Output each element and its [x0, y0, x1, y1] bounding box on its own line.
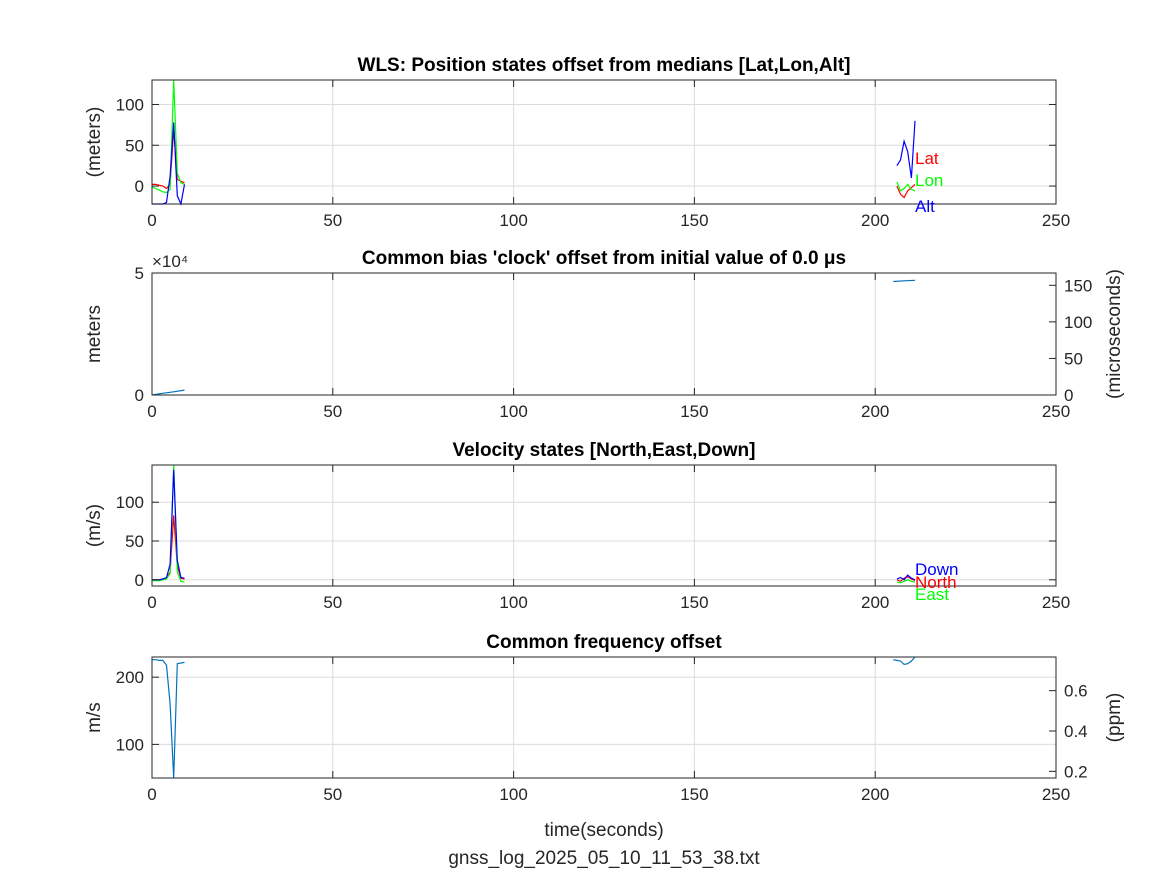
series-line-lon-2 [896, 181, 916, 192]
y-axis-label: (m/s) [84, 504, 105, 547]
series-label-lon: Lon [915, 171, 943, 190]
x-tick-label: 150 [680, 402, 708, 421]
x-tick-label: 250 [1042, 785, 1070, 804]
x-tick-label: 0 [147, 785, 156, 804]
y2-tick-label: 150 [1064, 276, 1092, 295]
panel-1: 0 50 100 150 200 250 0 50 100 (meters) WLS: Positi… [84, 55, 1070, 230]
y2-tick-label: 0.6 [1064, 682, 1088, 701]
x-tick-label: 100 [499, 211, 527, 230]
y-tick-label: 200 [116, 668, 144, 687]
plot-area [152, 273, 1056, 395]
series-line-main-2 [893, 656, 916, 666]
series-label-down: Down [915, 560, 958, 579]
series-label-lat: Lat [915, 149, 939, 168]
y-axis-label: m/s [84, 702, 105, 733]
y-tick-label: 0 [135, 177, 144, 196]
grid [152, 657, 1056, 778]
x-tick-label: 50 [323, 211, 342, 230]
x-axis-label: time(seconds) [544, 820, 663, 841]
panel-title: Common frequency offset [486, 632, 722, 653]
x-tick-label: 50 [323, 785, 342, 804]
x-tick-label: 250 [1042, 593, 1070, 612]
series-line-down-2 [896, 574, 916, 581]
plot-area [152, 657, 1056, 778]
y2-axis-label: (ppm) [1104, 693, 1125, 743]
y-axis-label: (meters) [84, 107, 105, 178]
y-tick-label: 100 [116, 735, 144, 754]
series-line-east-1 [152, 464, 185, 583]
series-line-main-1 [151, 389, 185, 396]
panel-title: Common bias 'clock' offset from initial … [362, 248, 846, 269]
axes-box [151, 79, 1057, 205]
y2-tick-label: 100 [1064, 313, 1092, 332]
series-line-east-2 [896, 579, 916, 584]
y-tick-label: 100 [116, 493, 144, 512]
x-tick-label: 150 [680, 593, 708, 612]
series-label-alt: Alt [915, 197, 935, 216]
x-tick-label: 0 [147, 211, 156, 230]
series-label-east: East [915, 585, 949, 604]
y2-tick-label: 0 [1064, 386, 1073, 405]
x-tick-label: 100 [499, 785, 527, 804]
grid [332, 273, 876, 395]
x-tick-label: 250 [1042, 211, 1070, 230]
y2-axis-label: (microseconds) [1104, 269, 1125, 399]
x-tick-label: 150 [680, 785, 708, 804]
grid [152, 465, 1056, 586]
axes-box [151, 272, 1057, 396]
y2-tick-label: 50 [1064, 349, 1083, 368]
y-tick-label: 0 [135, 571, 144, 590]
x-tick-label: 0 [147, 402, 156, 421]
series-line-down-1 [152, 469, 185, 581]
panel-3: 0 50 100 150 200 250 0 50 100 (m/s) Velocity state… [84, 440, 1070, 612]
series-line-main-1 [152, 659, 185, 779]
plot-area [152, 80, 1056, 204]
x-tick-label: 100 [499, 402, 527, 421]
x-tick-label: 50 [323, 593, 342, 612]
series-line-alt-2 [896, 120, 916, 178]
y2-tick-label: 0.2 [1064, 762, 1088, 781]
x-tick-label: 250 [1042, 402, 1070, 421]
plot-area [152, 465, 1056, 586]
series-line-main-2 [893, 279, 916, 283]
series-line-lat-2 [896, 183, 916, 199]
y-tick-label: 100 [116, 95, 144, 114]
x-tick-label: 100 [499, 593, 527, 612]
x-tick-label: 150 [680, 211, 708, 230]
y2-tick-label: 0.4 [1064, 722, 1088, 741]
x-tick-label: 200 [861, 402, 889, 421]
y-tick-label: 50 [125, 136, 144, 155]
y-tick-label: 5 [135, 264, 144, 283]
x-tick-label: 0 [147, 593, 156, 612]
panel-4: 0 50 100 150 200 250 100 200 0.2 0.4 0.6 (ppm) m/s Co… [84, 632, 1125, 804]
y-tick-label: 0 [135, 386, 144, 405]
filename-label: gnss_log_2025_05_10_11_53_38.txt [448, 848, 760, 869]
panel-title: Velocity states [North,East,Down] [452, 440, 755, 461]
y-axis-label: meters [84, 305, 105, 363]
x-tick-label: 200 [861, 211, 889, 230]
x-tick-label: 50 [323, 402, 342, 421]
axes-box [151, 656, 1057, 779]
y-exponent-label: ×10⁴ [152, 252, 188, 271]
x-tick-label: 200 [861, 785, 889, 804]
panel-title: WLS: Position states offset from medians… [358, 55, 851, 76]
x-tick-label: 200 [861, 593, 889, 612]
series-label-north: North [915, 573, 957, 592]
axes-box [151, 464, 1057, 587]
y-tick-label: 50 [125, 532, 144, 551]
